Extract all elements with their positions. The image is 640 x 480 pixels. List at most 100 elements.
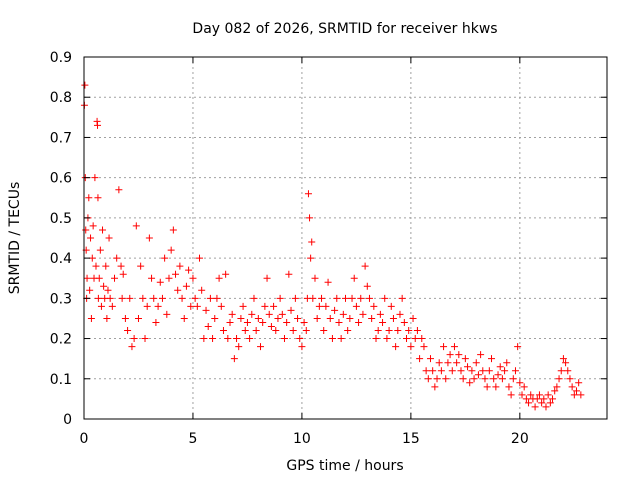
data-point: [89, 222, 97, 230]
data-point: [176, 262, 184, 270]
data-point: [158, 294, 166, 302]
y-tick-label: 0.5: [50, 211, 72, 227]
data-point: [261, 302, 269, 310]
data-point: [252, 327, 260, 335]
data-point: [570, 391, 578, 399]
data-point: [418, 335, 426, 343]
data-point: [291, 294, 299, 302]
data-point: [209, 335, 217, 343]
y-tick-label: 0.1: [50, 372, 72, 388]
data-point: [559, 355, 567, 363]
data-point: [383, 335, 391, 343]
data-point: [509, 375, 517, 383]
data-point: [94, 194, 102, 202]
data-point: [426, 355, 434, 363]
data-point: [400, 318, 408, 326]
data-point: [178, 294, 186, 302]
data-point: [320, 327, 328, 335]
data-point: [91, 174, 99, 182]
data-point: [163, 310, 171, 318]
data-point: [233, 335, 241, 343]
data-point: [429, 367, 437, 375]
data-point: [350, 274, 358, 282]
y-tick-label: 0.4: [50, 251, 72, 267]
x-tick-labels: 0 5 10 15 20: [80, 431, 529, 447]
data-point: [307, 254, 315, 262]
data-point: [228, 310, 236, 318]
data-point: [442, 375, 450, 383]
data-point: [444, 359, 452, 367]
data-point: [308, 238, 316, 246]
data-point: [211, 314, 219, 322]
data-point: [254, 314, 262, 322]
data-point: [121, 314, 129, 322]
data-point: [490, 375, 498, 383]
data-point: [130, 335, 138, 343]
data-point: [287, 306, 295, 314]
data-point: [298, 343, 306, 351]
data-point: [420, 343, 428, 351]
data-point: [483, 383, 491, 391]
data-point: [557, 367, 565, 375]
data-point: [189, 274, 197, 282]
data-point: [477, 351, 485, 359]
data-point: [518, 391, 526, 399]
data-point: [119, 270, 127, 278]
data-point: [385, 327, 393, 335]
data-point: [540, 395, 548, 403]
data-point: [224, 335, 232, 343]
data-point: [501, 367, 509, 375]
data-point: [553, 383, 561, 391]
data-point: [105, 234, 113, 242]
data-point: [283, 318, 291, 326]
data-point: [169, 226, 177, 234]
data-point: [154, 302, 162, 310]
data-point: [355, 318, 363, 326]
data-point: [542, 403, 550, 411]
y-tick-label: 0.6: [50, 171, 72, 187]
data-point: [219, 327, 227, 335]
data-point: [185, 266, 193, 274]
data-point: [257, 343, 265, 351]
data-point: [191, 294, 199, 302]
data-point: [379, 318, 387, 326]
data-point: [437, 367, 445, 375]
data-point: [213, 294, 221, 302]
data-point: [503, 359, 511, 367]
data-point: [204, 322, 212, 330]
data-point: [134, 314, 142, 322]
data-point: [398, 294, 406, 302]
data-point: [411, 335, 419, 343]
data-point: [326, 314, 334, 322]
data-point: [304, 190, 312, 198]
data-point: [296, 335, 304, 343]
data-point: [339, 310, 347, 318]
data-point: [507, 391, 515, 399]
data-point: [498, 375, 506, 383]
data-point: [250, 294, 258, 302]
data-point: [376, 310, 384, 318]
y-tick-label: 0.3: [50, 291, 72, 307]
data-point: [333, 294, 341, 302]
data-point: [104, 286, 112, 294]
data-point: [113, 254, 121, 262]
data-point: [94, 121, 102, 129]
data-point: [86, 286, 94, 294]
data-point: [479, 367, 487, 375]
data-point: [272, 327, 280, 335]
data-point: [357, 294, 365, 302]
data-point: [300, 318, 308, 326]
data-point: [374, 327, 382, 335]
data-point: [270, 302, 278, 310]
axis-ticks: [83, 56, 607, 420]
data-point: [85, 194, 93, 202]
x-axis-label: GPS time / hours: [286, 458, 403, 474]
data-point: [145, 234, 153, 242]
data-point: [568, 383, 576, 391]
data-point: [230, 355, 238, 363]
data-point: [394, 327, 402, 335]
data-point: [309, 294, 317, 302]
data-point: [215, 274, 223, 282]
data-point: [246, 335, 254, 343]
